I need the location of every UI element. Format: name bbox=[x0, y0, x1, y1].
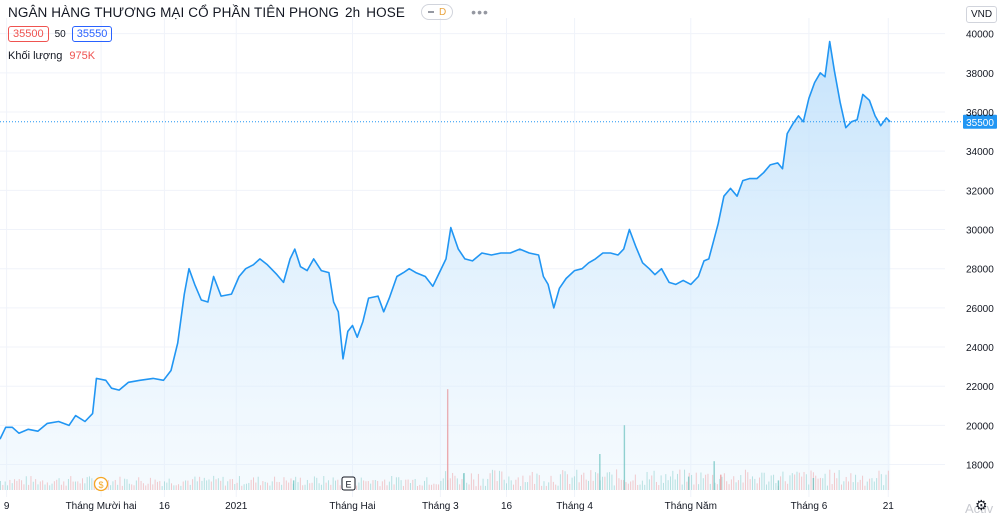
time-axis[interactable]: 9 Tháng Mười hai 16 2021 Tháng Hai Tháng 3 16 T… bbox=[4, 501, 894, 512]
y-tick-label: 20000 bbox=[966, 421, 994, 432]
price-area bbox=[0, 40, 891, 490]
x-tick-label: 21 bbox=[883, 501, 895, 512]
status-badge-label: D bbox=[438, 6, 447, 18]
price-line bbox=[0, 40, 891, 440]
last-price-tag bbox=[963, 114, 997, 129]
x-tick-label: 9 bbox=[4, 501, 10, 512]
y-tick-label: 36000 bbox=[966, 108, 994, 119]
interval-label[interactable]: 2h bbox=[345, 4, 361, 20]
y-tick-label: 30000 bbox=[966, 226, 994, 237]
chart-legend: NGÂN HÀNG THƯƠNG MẠI CỔ PHẦN TIÊN PHONG … bbox=[8, 4, 489, 20]
x-tick-label: Tháng 6 bbox=[791, 501, 828, 512]
y-tick-label: 22000 bbox=[966, 382, 994, 393]
dividend-marker[interactable]: $ bbox=[93, 476, 109, 492]
symbol-title[interactable]: NGÂN HÀNG THƯƠNG MẠI CỔ PHẦN TIÊN PHONG bbox=[8, 4, 340, 20]
price-axis[interactable]: 18000 20000 22000 24000 26000 28000 30000 32000… bbox=[966, 30, 994, 472]
volume-value: 975K bbox=[69, 50, 96, 62]
y-tick-label: 28000 bbox=[966, 265, 994, 276]
x-tick-label: Tháng Hai bbox=[329, 501, 375, 512]
settings-gear-icon[interactable]: ⚙ bbox=[975, 497, 988, 513]
earnings-marker[interactable]: E bbox=[341, 476, 356, 491]
x-tick-label: Tháng 4 bbox=[556, 501, 593, 512]
spread-value: 50 bbox=[54, 28, 66, 40]
x-tick-label: 2021 bbox=[225, 501, 248, 512]
volume-label: Khối lượng bbox=[8, 50, 63, 62]
y-tick-label: 32000 bbox=[966, 186, 994, 197]
x-tick-label: Tháng Mười hai bbox=[66, 501, 137, 512]
ask-price[interactable]: 35550 bbox=[71, 26, 113, 42]
currency-label[interactable]: VND bbox=[966, 6, 998, 23]
y-tick-label: 26000 bbox=[966, 304, 994, 315]
last-price-label: 35500 bbox=[966, 118, 994, 129]
x-tick-label: Tháng Năm bbox=[665, 501, 717, 512]
y-tick-label: 40000 bbox=[966, 30, 994, 41]
price-area-fill bbox=[0, 41, 891, 490]
event-markers[interactable]: $ E bbox=[93, 476, 356, 492]
last-price-marker: 35500 bbox=[0, 114, 997, 129]
x-tick-label: 16 bbox=[501, 501, 513, 512]
activation-watermark: Activ bbox=[965, 501, 994, 516]
y-tick-label: 24000 bbox=[966, 343, 994, 354]
x-tick-label: Tháng 3 bbox=[422, 501, 459, 512]
more-options-icon[interactable]: ••• bbox=[471, 4, 489, 20]
dividend-symbol: $ bbox=[98, 480, 103, 490]
y-tick-label: 18000 bbox=[966, 461, 994, 472]
earnings-symbol: E bbox=[345, 480, 351, 490]
volume-legend: Khối lượng 975K bbox=[8, 50, 95, 62]
bid-price[interactable]: 35500 bbox=[8, 26, 49, 42]
y-tick-label: 34000 bbox=[966, 147, 994, 158]
y-tick-label: 38000 bbox=[966, 69, 994, 80]
x-tick-label: 16 bbox=[159, 501, 171, 512]
bid-ask-row: 35500 50 35550 bbox=[8, 26, 113, 42]
exchange-label: HOSE bbox=[366, 4, 405, 20]
market-status-badge[interactable]: D bbox=[420, 4, 454, 20]
status-dash-icon bbox=[427, 11, 434, 13]
